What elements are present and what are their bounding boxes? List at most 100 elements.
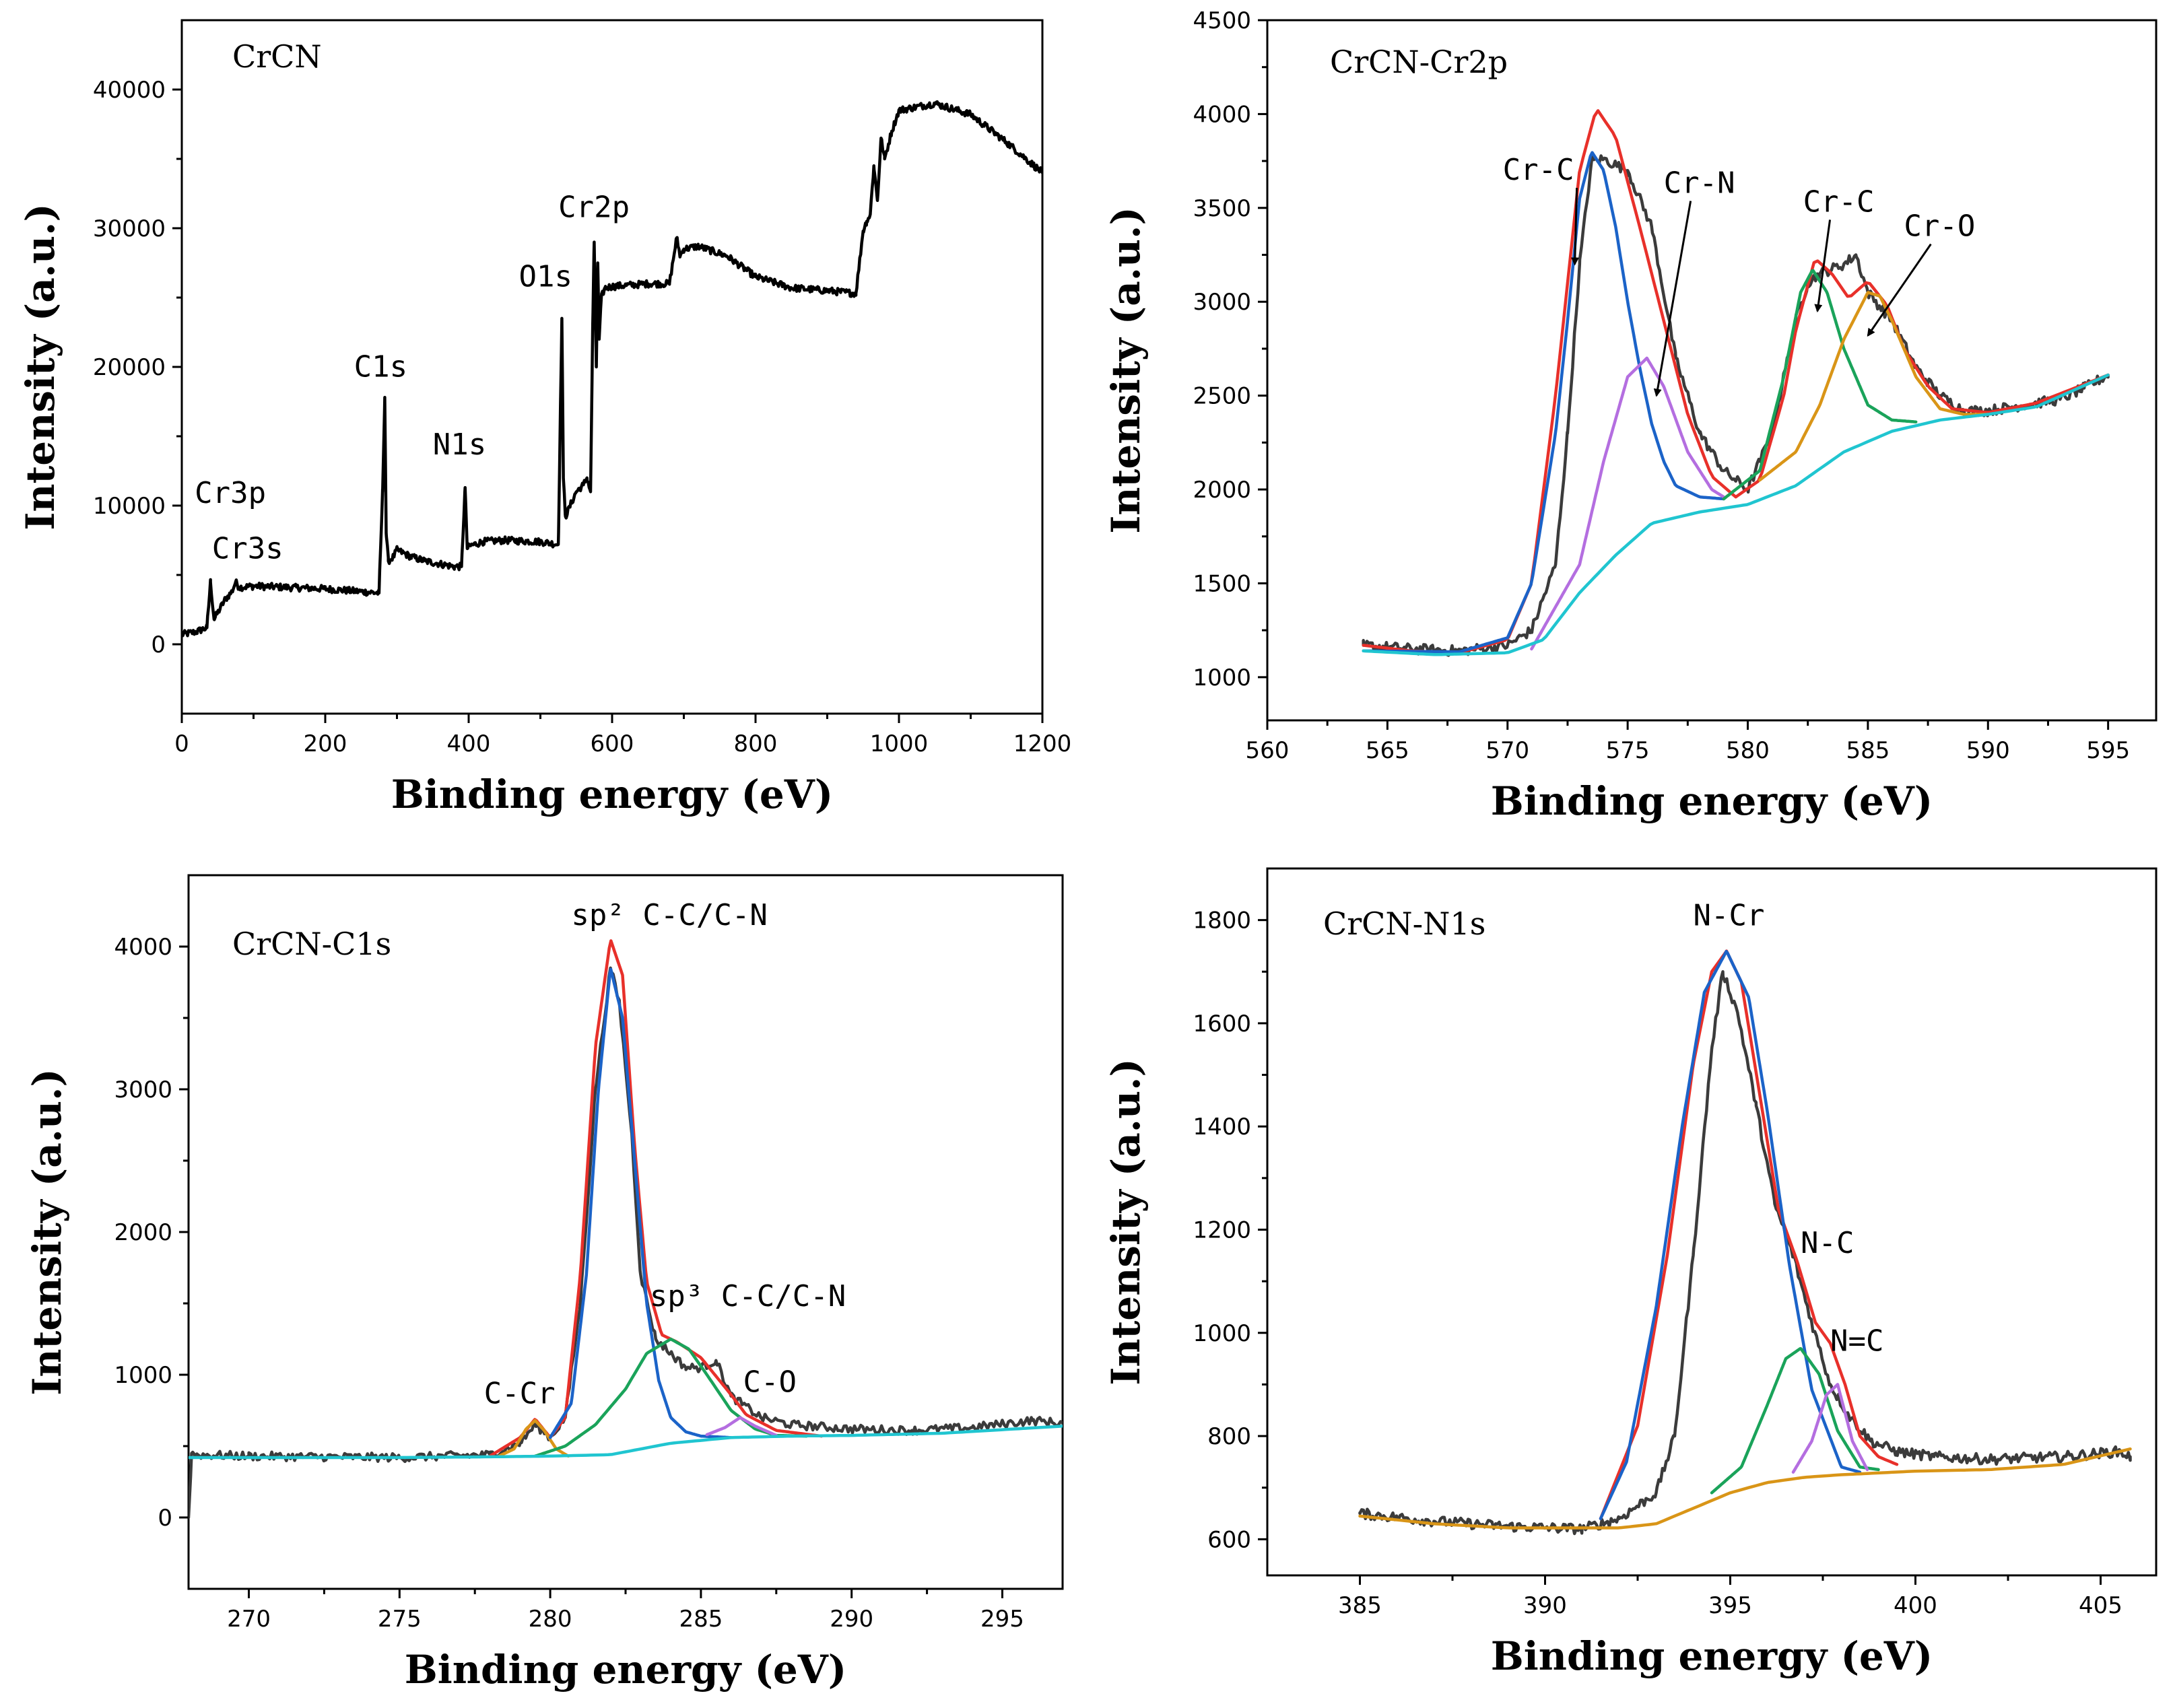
x-tick-label: 270 bbox=[227, 1606, 271, 1633]
y-tick-label: 3000 bbox=[114, 1077, 172, 1103]
peak-annotation: sp³ C-C/C-N bbox=[650, 1279, 846, 1313]
plot-frame bbox=[187, 874, 1064, 1590]
x-tick-label: 390 bbox=[1523, 1592, 1567, 1619]
series-sp3-c-c-c-n bbox=[533, 1337, 808, 1458]
peak-annotation: Cr-O bbox=[1904, 209, 1975, 244]
y-tick-label: 600 bbox=[1207, 1526, 1251, 1553]
peak-annotation: Cr3s bbox=[212, 531, 283, 566]
series-cr-c-2p3-2- bbox=[1362, 151, 1726, 654]
x-tick-label: 600 bbox=[591, 730, 634, 757]
y-axis-label: Intensity (a.u.) bbox=[1103, 1058, 1149, 1386]
x-tick-label: 0 bbox=[174, 730, 189, 757]
series-n-cr bbox=[1599, 949, 1862, 1520]
x-tick-label: 800 bbox=[734, 730, 778, 757]
peak-annotation: Cr-C bbox=[1803, 184, 1875, 219]
y-axis-label: Intensity (a.u.) bbox=[1103, 207, 1149, 534]
x-axis-label: Binding energy (eV) bbox=[405, 1647, 847, 1693]
panel-title: CrCN-C1s bbox=[232, 926, 391, 962]
x-tick-label: 285 bbox=[679, 1606, 723, 1633]
x-axis-label: Binding energy (eV) bbox=[391, 772, 834, 817]
series-survey-spectrum bbox=[182, 100, 1042, 638]
series-n-c bbox=[1710, 1347, 1880, 1495]
x-tick-label: 570 bbox=[1485, 737, 1529, 764]
y-tick-label: 4000 bbox=[114, 934, 172, 961]
series-group bbox=[182, 100, 1042, 638]
plot-frame bbox=[1266, 867, 2158, 1577]
chart-panel-4: 385 390 395 400 405 600 800 1000 1200 1400 1600 180… bbox=[1103, 867, 2158, 1679]
peak-annotation: N-Cr bbox=[1694, 898, 1765, 932]
y-axis-label: Intensity (a.u.) bbox=[18, 203, 63, 531]
annotation-arrow bbox=[1814, 219, 1832, 313]
series-raw-data bbox=[1362, 154, 2110, 657]
y-tick-label: 3000 bbox=[1193, 289, 1251, 316]
series-c-o bbox=[705, 1416, 778, 1437]
series-envelope bbox=[1362, 109, 2110, 654]
chart-panel-1: 0 200 400 600 800 1000 1200 0 10000 20000 30000 400… bbox=[18, 19, 1071, 817]
y-tick-label: 4000 bbox=[1193, 101, 1251, 128]
y-tick-label: 1800 bbox=[1193, 908, 1251, 934]
series-cr-c-2p1-2- bbox=[1722, 269, 1918, 501]
x-tick-label: 565 bbox=[1366, 737, 1409, 764]
series-background bbox=[1362, 373, 2110, 656]
y-tick-label: 2000 bbox=[114, 1219, 172, 1246]
y-tick-label: 1000 bbox=[114, 1362, 172, 1389]
y-tick-label: 4500 bbox=[1193, 7, 1251, 34]
panel-title: CrCN bbox=[232, 38, 322, 75]
y-tick-label: 2000 bbox=[1193, 477, 1251, 504]
peak-annotation: sp² C-C/C-N bbox=[571, 898, 767, 932]
series-group bbox=[1358, 949, 2132, 1536]
y-tick-label: 1500 bbox=[1193, 570, 1251, 597]
x-axis-label: Binding energy (eV) bbox=[1491, 778, 1933, 824]
annotation-arrow bbox=[1653, 201, 1692, 397]
series-n-c bbox=[1791, 1383, 1869, 1474]
y-tick-label: 1200 bbox=[1193, 1217, 1251, 1243]
x-tick-label: 400 bbox=[447, 730, 491, 757]
x-tick-label: 560 bbox=[1246, 737, 1290, 764]
chart-panel-2: 560 565 570 575 580 585 590 595 1000 1500 2000 2500… bbox=[1103, 7, 2158, 824]
x-tick-label: 595 bbox=[2086, 737, 2130, 764]
x-tick-label: 405 bbox=[2079, 1592, 2122, 1619]
x-axis-label: Binding energy (eV) bbox=[1491, 1633, 1933, 1679]
y-tick-label: 20000 bbox=[93, 354, 166, 381]
series-envelope bbox=[1599, 949, 1899, 1520]
peak-annotation: O1s bbox=[519, 260, 572, 294]
series-group bbox=[1362, 109, 2110, 657]
series-background bbox=[189, 1425, 1063, 1460]
x-tick-label: 295 bbox=[980, 1606, 1024, 1633]
peak-annotation: N1s bbox=[433, 428, 486, 462]
x-tick-label: 200 bbox=[304, 730, 347, 757]
x-tick-label: 395 bbox=[1708, 1592, 1752, 1619]
x-tick-label: 400 bbox=[1894, 1592, 1937, 1619]
series-raw-data bbox=[1358, 970, 2132, 1536]
series-group bbox=[189, 939, 1063, 1519]
y-tick-label: 0 bbox=[151, 631, 166, 658]
y-tick-label: 10000 bbox=[93, 493, 166, 520]
x-tick-label: 580 bbox=[1726, 737, 1770, 764]
series-background bbox=[1358, 1447, 2132, 1530]
peak-annotation: C-Cr bbox=[484, 1376, 556, 1410]
y-tick-label: 30000 bbox=[93, 215, 166, 242]
series-cr-o bbox=[1758, 291, 1990, 482]
panel-title: CrCN-Cr2p bbox=[1330, 44, 1508, 80]
x-tick-label: 590 bbox=[1966, 737, 2010, 764]
plot-frame bbox=[180, 19, 1044, 715]
x-tick-label: 290 bbox=[830, 1606, 873, 1633]
series-cr-n bbox=[1530, 356, 1726, 651]
x-tick-label: 1000 bbox=[870, 730, 929, 757]
y-tick-label: 1000 bbox=[1193, 664, 1251, 691]
peak-annotation: N=C bbox=[1830, 1324, 1883, 1359]
y-tick-label: 0 bbox=[158, 1505, 172, 1532]
series-sp2-c-c-c-n bbox=[548, 967, 733, 1439]
y-tick-label: 1400 bbox=[1193, 1114, 1251, 1140]
y-axis-label: Intensity (a.u.) bbox=[24, 1068, 70, 1396]
y-tick-label: 40000 bbox=[93, 77, 166, 104]
peak-annotation: Cr3p bbox=[195, 476, 266, 510]
x-tick-label: 575 bbox=[1606, 737, 1650, 764]
x-tick-label: 280 bbox=[529, 1606, 572, 1633]
panel-title: CrCN-N1s bbox=[1323, 906, 1485, 942]
y-tick-label: 3500 bbox=[1193, 195, 1251, 222]
peak-annotation: C1s bbox=[354, 349, 407, 384]
peak-annotation: N-C bbox=[1801, 1226, 1854, 1260]
x-tick-label: 275 bbox=[378, 1606, 422, 1633]
